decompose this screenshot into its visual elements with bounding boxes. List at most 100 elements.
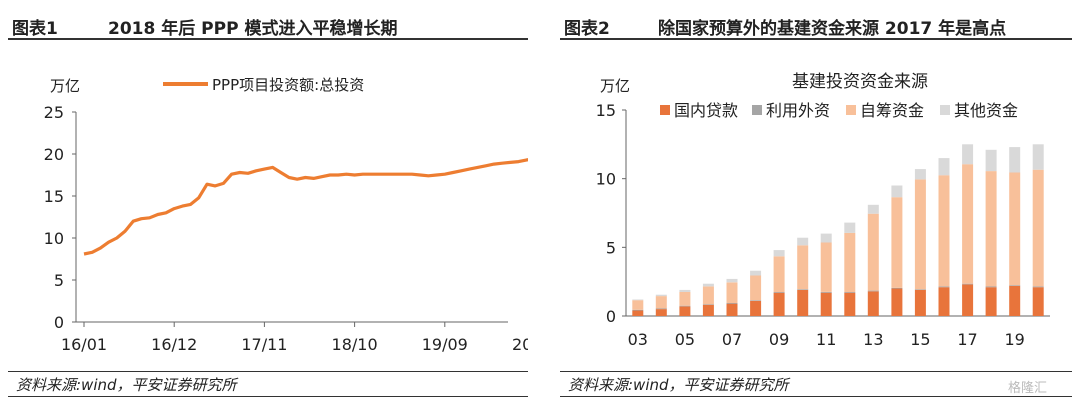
bar-segment-04-0 bbox=[655, 309, 667, 316]
x-tick-label: 13 bbox=[863, 330, 883, 349]
y-tick-label: 0 bbox=[606, 307, 616, 326]
bar-segment-03-0 bbox=[632, 310, 644, 316]
y-tick-label: 5 bbox=[606, 238, 616, 257]
bar-segment-10-1 bbox=[797, 289, 809, 290]
bar-segment-05-2 bbox=[679, 292, 691, 306]
bar-segment-14-0 bbox=[891, 288, 903, 316]
chart-legend: PPP项目投资额:总投资 bbox=[163, 76, 364, 94]
footer-bottom-rule bbox=[8, 396, 528, 397]
bar-segment-09-1 bbox=[773, 292, 785, 293]
bar-segment-11-1 bbox=[820, 292, 832, 293]
figure-2-number: 图表2 bbox=[564, 19, 610, 39]
bar-segment-18-0 bbox=[985, 287, 997, 316]
x-tick-label: 03 bbox=[628, 330, 648, 349]
bar-segment-04-2 bbox=[655, 296, 667, 309]
bar-segment-06-0 bbox=[702, 305, 714, 316]
x-tick-label: 19/09 bbox=[422, 335, 468, 354]
legend-swatch bbox=[846, 105, 856, 115]
plot-area bbox=[632, 144, 1044, 316]
bar-segment-07-2 bbox=[726, 282, 738, 303]
bar-segment-20-1 bbox=[1032, 286, 1044, 288]
legend-swatch bbox=[660, 105, 670, 115]
y-tick-label: 15 bbox=[596, 101, 616, 120]
x-tick-label: 20/08 bbox=[512, 335, 528, 354]
bar-segment-08-1 bbox=[750, 300, 762, 301]
watermark-logo: 格隆汇 bbox=[1008, 381, 1048, 396]
y-axis-unit: 万亿 bbox=[600, 77, 630, 95]
bar-segment-06-1 bbox=[702, 304, 714, 305]
legend-series-label: PPP项目投资额:总投资 bbox=[212, 76, 364, 94]
legend-label: 自筹资金 bbox=[860, 101, 924, 120]
bar-segment-16-2 bbox=[938, 175, 950, 287]
bar-segment-04-3 bbox=[655, 294, 667, 297]
y-tick-label: 0 bbox=[54, 313, 64, 332]
bar-segment-15-3 bbox=[914, 169, 926, 180]
bar-segment-17-1 bbox=[962, 283, 974, 285]
source-note: 资料来源:wind，平安证券研究所 bbox=[16, 376, 237, 394]
y-tick-label: 25 bbox=[44, 103, 64, 122]
chart-legend: 国内贷款 利用外资 自筹资金 其他资金 bbox=[660, 101, 1018, 120]
bar-segment-13-3 bbox=[867, 204, 879, 214]
plot-area bbox=[83, 158, 528, 256]
bar-segment-20-0 bbox=[1032, 287, 1044, 316]
bar-segment-09-3 bbox=[773, 250, 785, 257]
bar-segment-04-1 bbox=[655, 308, 667, 310]
bar-segment-16-1 bbox=[938, 286, 950, 288]
bar-segment-06-2 bbox=[702, 286, 714, 305]
bar-segment-15-1 bbox=[914, 289, 926, 290]
ppp-line-chart: 万亿 PPP项目投资额:总投资 0 5 10 15 20 25 16/01 16/12 17/1… bbox=[44, 76, 528, 354]
figure-1-header: 图表1 2018 年后 PPP 模式进入平稳增长期 bbox=[8, 12, 528, 40]
bar-segment-03-1 bbox=[632, 309, 644, 311]
x-tick-label: 16/01 bbox=[61, 335, 107, 354]
bar-segment-10-0 bbox=[797, 289, 809, 316]
y-tick-label: 20 bbox=[44, 145, 64, 164]
bar-segment-13-1 bbox=[867, 290, 879, 292]
x-tick-label: 07 bbox=[722, 330, 742, 349]
footer-bottom-rule bbox=[560, 396, 1072, 397]
bar-segment-14-1 bbox=[891, 287, 903, 289]
figure-2-title: 除国家预算外的基建资金来源 2017 年是高点 bbox=[658, 19, 1007, 39]
x-tick-label: 17/11 bbox=[241, 335, 287, 354]
bar-segment-20-2 bbox=[1032, 169, 1044, 287]
bar-segment-12-2 bbox=[844, 232, 856, 292]
y-tick-label: 10 bbox=[44, 229, 64, 248]
chart-title: 基建投资资金来源 bbox=[792, 72, 928, 92]
bar-segment-07-3 bbox=[726, 278, 738, 283]
bar-segment-19-0 bbox=[1009, 285, 1021, 316]
bar-segment-10-2 bbox=[797, 245, 809, 290]
series-line-ppp-investment bbox=[83, 158, 528, 256]
bar-segment-05-3 bbox=[679, 289, 691, 292]
bar-segment-18-1 bbox=[985, 286, 997, 288]
bar-segment-18-2 bbox=[985, 171, 997, 287]
bar-segment-17-2 bbox=[962, 164, 974, 284]
figure-1-number: 图表1 bbox=[12, 19, 58, 39]
bar-segment-11-3 bbox=[820, 233, 832, 243]
x-tick-label: 05 bbox=[675, 330, 695, 349]
bar-segment-13-2 bbox=[867, 213, 879, 291]
bar-segment-18-3 bbox=[985, 149, 997, 172]
figure-2-panel: 图表2 除国家预算外的基建资金来源 2017 年是高点 万亿 基建投资资金来源 … bbox=[560, 0, 1072, 405]
bar-segment-09-2 bbox=[773, 256, 785, 292]
bar-segment-14-2 bbox=[891, 197, 903, 288]
bar-segment-12-1 bbox=[844, 292, 856, 293]
bar-segment-12-3 bbox=[844, 222, 856, 233]
y-axis-unit: 万亿 bbox=[50, 77, 80, 95]
x-tick-label: 09 bbox=[769, 330, 789, 349]
legend-swatch bbox=[752, 105, 762, 115]
bar-segment-17-0 bbox=[962, 284, 974, 316]
y-tick-label: 10 bbox=[596, 170, 616, 189]
y-tick-label: 5 bbox=[54, 271, 64, 290]
bar-segment-08-0 bbox=[750, 300, 762, 316]
bar-segment-16-0 bbox=[938, 287, 950, 316]
bar-segment-16-3 bbox=[938, 158, 950, 176]
bar-segment-10-3 bbox=[797, 237, 809, 246]
legend-swatch bbox=[940, 105, 950, 115]
bar-segment-15-0 bbox=[914, 289, 926, 316]
bar-segment-05-0 bbox=[679, 306, 691, 316]
bar-segment-06-3 bbox=[702, 283, 714, 287]
bar-segment-08-3 bbox=[750, 270, 762, 276]
bar-segment-17-3 bbox=[962, 144, 974, 165]
footer-divider bbox=[560, 371, 1072, 372]
